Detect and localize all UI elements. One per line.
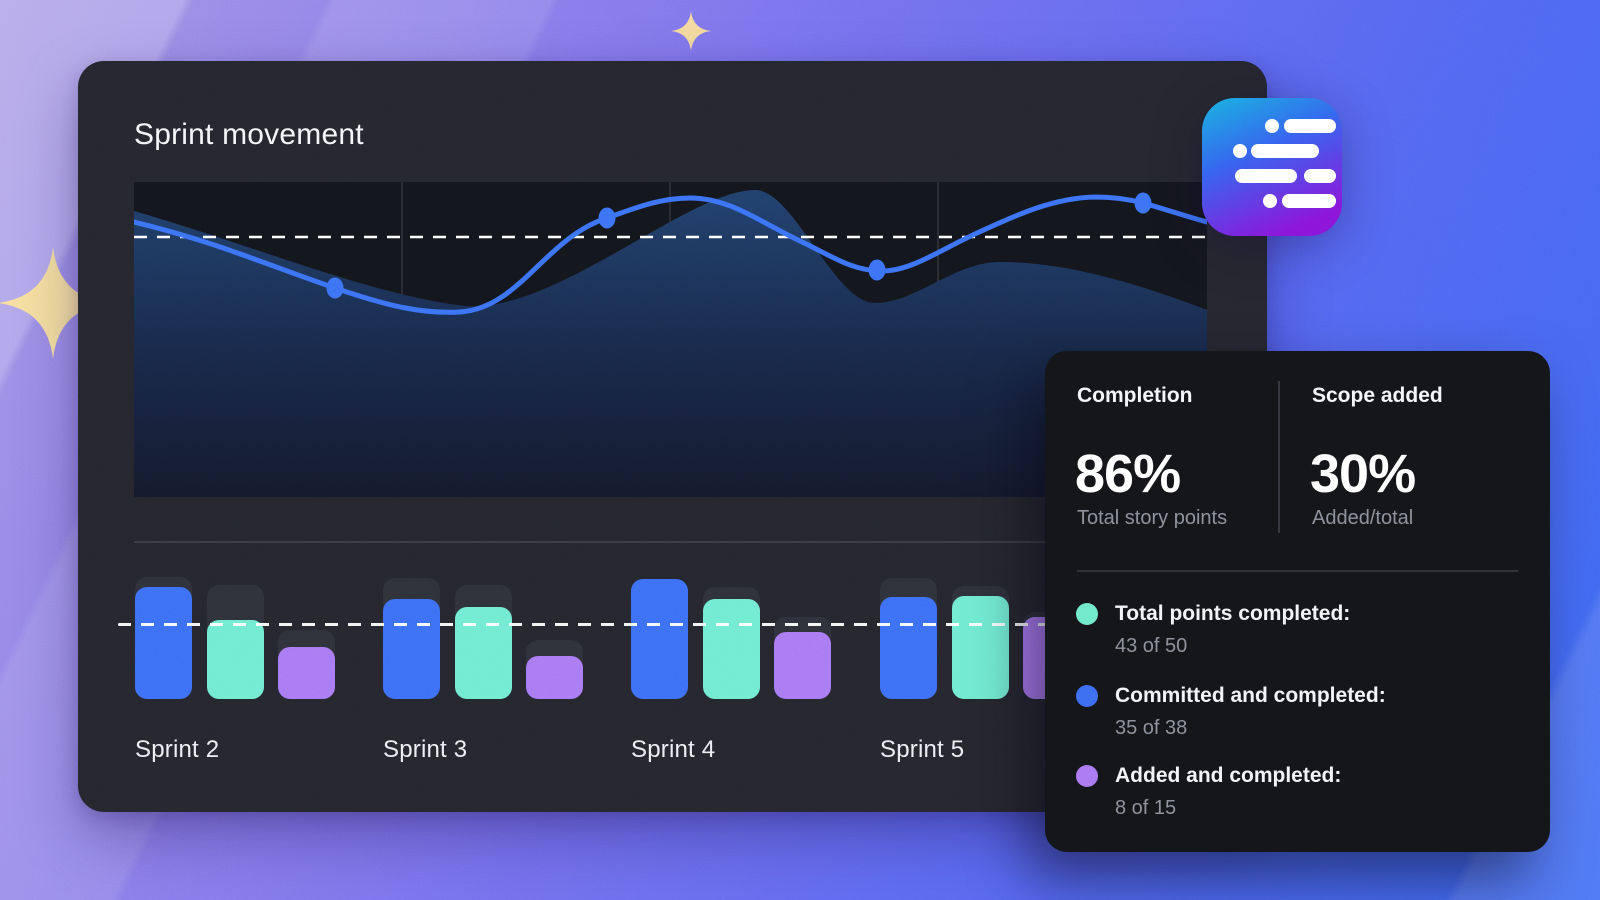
sprint-label: Sprint 4	[631, 736, 716, 763]
legend-label: Total points completed:	[1115, 602, 1351, 625]
sprint-label: Sprint 3	[383, 736, 468, 763]
bar	[135, 587, 192, 699]
legend-dot-blue	[1076, 685, 1098, 707]
stats-horizontal-divider	[1077, 570, 1518, 572]
legend-label: Added and completed:	[1115, 764, 1342, 787]
bar	[631, 579, 688, 699]
stat-label: Scope added	[1312, 384, 1443, 407]
legend-row: Total points completed: 43 of 50	[1076, 600, 1350, 659]
bar	[880, 597, 937, 699]
bar	[952, 596, 1009, 699]
stat-value: 30%	[1310, 444, 1416, 504]
bar	[526, 656, 583, 699]
stats-vertical-divider	[1278, 381, 1280, 533]
bar	[455, 607, 512, 699]
sparkle-small-icon	[671, 11, 711, 51]
app-logo-icon	[1202, 98, 1342, 236]
bar	[703, 599, 760, 699]
legend-row: Committed and completed: 35 of 38	[1076, 682, 1386, 741]
legend-dot-teal	[1076, 603, 1098, 625]
bar	[278, 647, 335, 699]
bar	[207, 620, 264, 699]
legend-dot-purple	[1076, 765, 1098, 787]
stat-sublabel: Total story points	[1077, 507, 1228, 529]
bar	[383, 599, 440, 699]
legend-value: 8 of 15	[1115, 797, 1177, 819]
sprint-label: Sprint 5	[880, 736, 965, 763]
stat-value: 86%	[1075, 444, 1181, 504]
legend-value: 43 of 50	[1115, 635, 1188, 657]
stats-card: Completion 86% Total story points Scope …	[1045, 351, 1550, 852]
scope-threshold-dashed-line	[118, 623, 1207, 626]
bar	[774, 632, 831, 699]
legend-row: Added and completed: 8 of 15	[1076, 762, 1341, 821]
sprint-label: Sprint 2	[135, 736, 220, 763]
stat-label: Completion	[1077, 384, 1193, 407]
legend-label: Committed and completed:	[1115, 684, 1386, 707]
stat-sublabel: Added/total	[1312, 507, 1414, 529]
legend-value: 35 of 38	[1115, 717, 1188, 739]
